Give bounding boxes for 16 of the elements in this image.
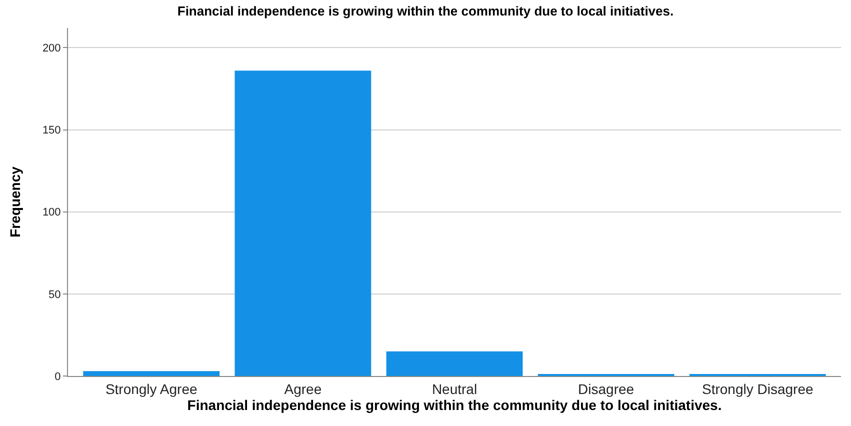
- y-tick-label: 100: [42, 206, 61, 219]
- y-axis-title: Frequency: [7, 166, 24, 238]
- bar: [386, 351, 523, 376]
- x-axis-title: Financial independence is growing within the community due to local initiatives.: [187, 397, 722, 414]
- y-tick-label: 50: [48, 288, 61, 301]
- x-tick-label: Disagree: [578, 380, 634, 397]
- chart-title: Financial independence is growing within the community due to local initiatives.: [177, 3, 674, 18]
- x-tick-label: Strongly Agree: [105, 380, 198, 397]
- y-tick-label: 200: [42, 42, 61, 55]
- x-tick-label: Agree: [284, 380, 322, 397]
- x-tick-label: Strongly Disagree: [702, 380, 814, 397]
- bar: [83, 371, 220, 376]
- x-tick-label: Neutral: [432, 380, 478, 397]
- y-tick-label: 0: [54, 370, 61, 383]
- y-tick-label: 150: [42, 124, 61, 137]
- bar: [234, 70, 372, 376]
